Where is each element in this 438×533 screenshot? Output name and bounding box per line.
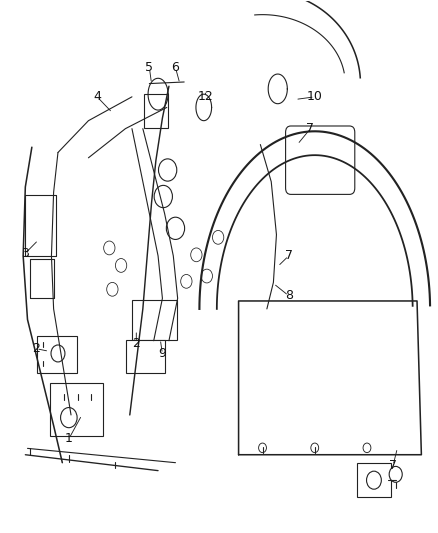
Text: 1: 1 <box>65 432 73 446</box>
Text: 4: 4 <box>93 90 101 103</box>
Circle shape <box>154 185 173 208</box>
FancyBboxPatch shape <box>357 463 391 497</box>
Circle shape <box>104 241 115 255</box>
FancyBboxPatch shape <box>286 126 355 195</box>
Text: 7: 7 <box>307 122 314 135</box>
Circle shape <box>159 159 177 181</box>
FancyBboxPatch shape <box>37 336 77 373</box>
Text: 9: 9 <box>159 348 166 360</box>
FancyBboxPatch shape <box>144 94 168 127</box>
Circle shape <box>60 408 77 427</box>
Text: 3: 3 <box>21 247 29 260</box>
Circle shape <box>389 466 402 482</box>
FancyBboxPatch shape <box>132 300 177 340</box>
Circle shape <box>191 248 202 262</box>
Circle shape <box>166 217 185 239</box>
Circle shape <box>116 259 127 272</box>
Circle shape <box>201 269 212 283</box>
Text: 12: 12 <box>198 90 214 103</box>
Circle shape <box>258 443 266 453</box>
Text: 10: 10 <box>307 90 323 103</box>
Circle shape <box>367 471 381 489</box>
Circle shape <box>212 230 224 244</box>
FancyBboxPatch shape <box>49 383 103 435</box>
Circle shape <box>363 443 371 453</box>
Text: 2: 2 <box>132 337 140 350</box>
Text: 2: 2 <box>32 342 40 355</box>
Circle shape <box>181 274 192 288</box>
Circle shape <box>311 443 319 453</box>
Circle shape <box>107 282 118 296</box>
Circle shape <box>51 345 65 362</box>
Text: 7: 7 <box>285 249 293 262</box>
Text: 7: 7 <box>389 459 397 472</box>
Text: 5: 5 <box>145 61 153 74</box>
Text: 6: 6 <box>172 61 180 74</box>
FancyBboxPatch shape <box>126 340 165 373</box>
Text: 8: 8 <box>285 289 293 302</box>
